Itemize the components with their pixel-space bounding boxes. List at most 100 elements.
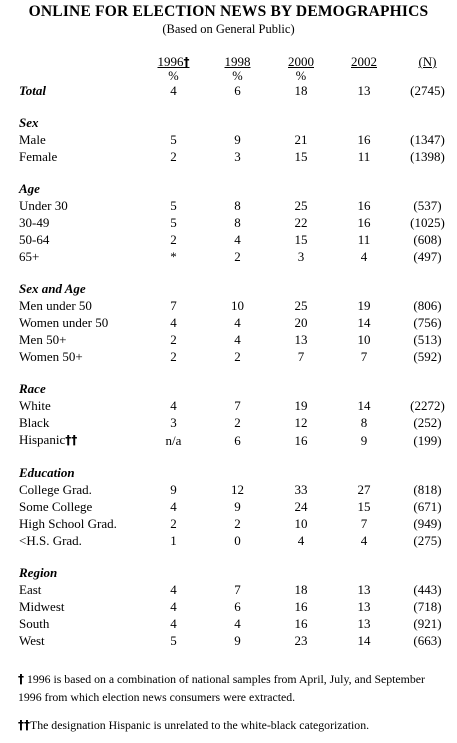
cell-n: (806) [413,298,442,313]
cell-2002: 16 [357,198,371,213]
cell-2002: 13 [357,616,371,631]
section-spacer [19,449,454,464]
section-heading: Age [19,181,40,196]
cell-n: (818) [413,482,442,497]
row-label: East [19,582,42,597]
cell-2000: 25 [294,198,308,213]
cell-n: (2745) [410,83,445,98]
cell-2002: 16 [357,215,371,230]
row-label: Total [19,83,46,98]
section-heading-row: Age [19,180,454,197]
table-row: Hispanic†† n/a 6 16 9 (199) [19,431,454,449]
cell-1998: 3 [234,149,241,164]
cell-1998: 4 [234,332,241,347]
cell-1996: 3 [170,415,177,430]
total-row: Total 4 6 18 13 (2745) [19,82,454,99]
cell-1996: 5 [170,198,177,213]
unit-2002 [327,70,401,82]
cell-2000: 3 [297,249,305,264]
cell-1996: 4 [170,582,177,597]
cell-2000: 7 [297,349,305,364]
cell-1996: 4 [170,599,177,614]
cell-2000: 15 [294,149,308,164]
cell-2000: 18 [294,83,308,98]
column-header-1996: 1996† [157,54,190,69]
row-label: Hispanic†† [19,432,78,447]
row-label: West [19,633,45,648]
row-label: College Grad. [19,482,92,497]
cell-2000: 20 [294,315,308,330]
cell-2002: 4 [360,533,368,548]
cell-2002: 4 [360,249,368,264]
cell-1996: 4 [170,499,177,514]
cell-n: (949) [413,516,442,531]
table-row: Black 3 2 12 8 (252) [19,414,454,431]
cell-2002: 7 [360,516,368,531]
unit-row: % % % [19,69,454,83]
row-label: Black [19,415,50,430]
row-label: Midwest [19,599,65,614]
unit-2000: % [295,69,307,83]
row-label: Men 50+ [19,332,67,347]
footnote-hispanic: ††The designation Hispanic is unrelated … [18,718,370,732]
cell-2000: 23 [294,633,308,648]
section-heading-row: Sex and Age [19,280,454,297]
table-row: Men under 50 7 10 25 19 (806) [19,297,454,314]
cell-2000: 4 [297,533,305,548]
cell-1996: 5 [170,633,177,648]
cell-1998: 0 [234,533,241,548]
double-dagger-marker: †† [65,433,78,447]
cell-n: (663) [413,633,442,648]
cell-2002: 14 [357,633,371,648]
cell-1998: 4 [234,315,241,330]
column-header-2002: 2002 [351,54,377,69]
cell-1996: 1 [170,533,177,548]
cell-1998: 7 [234,582,241,597]
table-row: Women under 50 4 4 20 14 (756) [19,314,454,331]
cell-2002: 7 [360,349,368,364]
cell-n: (199) [413,432,442,448]
section-spacer [19,99,454,114]
cell-1996: 4 [170,616,177,631]
cell-n: (592) [413,349,442,364]
cell-1996: 2 [170,332,177,347]
cell-1998: 4 [234,616,241,631]
table-row: White 4 7 19 14 (2272) [19,397,454,414]
table-row: 30-49 5 8 22 16 (1025) [19,214,454,231]
cell-2002: 11 [357,149,371,164]
cell-2002: 14 [357,315,371,330]
cell-2002: 13 [357,582,371,597]
table-row: Women 50+ 2 2 7 7 (592) [19,348,454,365]
table-row: Female 2 3 15 11 (1398) [19,148,454,165]
cell-1998: 2 [234,415,241,430]
table-row: College Grad. 9 12 33 27 (818) [19,481,454,498]
section-heading-row: Education [19,464,454,481]
cell-1996: 5 [170,132,177,147]
cell-2002: 10 [357,332,371,347]
row-label: Male [19,132,46,147]
cell-1996: 2 [170,516,177,531]
cell-2000: 10 [294,516,308,531]
row-label: 50-64 [19,232,50,247]
row-label: <H.S. Grad. [19,533,82,548]
demographics-table: 1996† 1998 2000 2002 (N) % % % Total 4 6… [19,54,454,649]
row-label: High School Grad. [19,516,117,531]
cell-n: (1398) [410,149,445,164]
cell-n: (497) [413,249,442,264]
row-label: Under 30 [19,198,68,213]
page-subtitle: (Based on General Public) [162,22,295,36]
section-heading-row: Region [19,564,454,581]
column-header-1998: 1998 [224,54,251,69]
cell-2000: 16 [294,432,308,448]
cell-2002: 13 [357,83,371,98]
cell-n: (537) [413,198,442,213]
table-row: Some College 4 9 24 15 (671) [19,498,454,515]
cell-2000: 22 [294,215,308,230]
cell-1996: 9 [170,482,177,497]
cell-1996: n/a [165,432,182,448]
cell-1996: 5 [170,215,177,230]
row-label: White [19,398,51,413]
cell-1998: 2 [234,349,241,364]
cell-1998: 2 [234,249,241,264]
